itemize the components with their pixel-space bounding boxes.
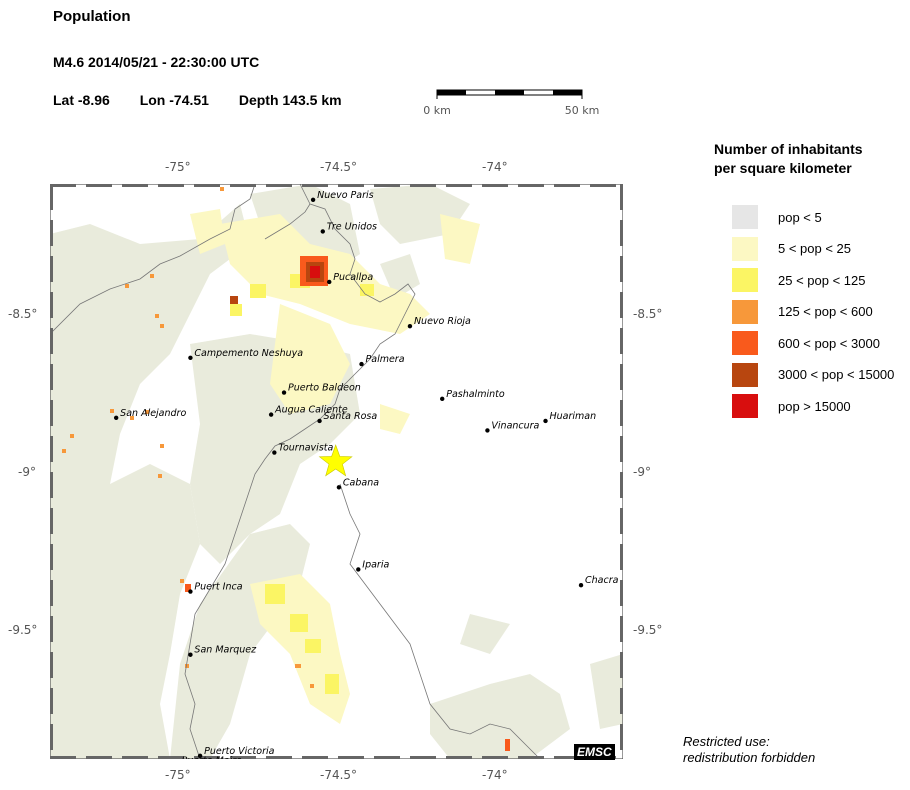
lat-tick-left: -8.5° (8, 307, 38, 321)
city-label: Pashalminto (446, 389, 505, 400)
map-title: Population (53, 8, 131, 25)
latitude-value: Lat -8.96 (53, 92, 110, 108)
ucayali-river (50, 184, 541, 759)
usage-notice-line2: redistribution forbidden (683, 750, 816, 765)
usage-notice-line1: Restricted use: (683, 734, 770, 749)
city-label: Campemento Neshuya (194, 348, 303, 359)
lon-tick-top: -75° (165, 160, 191, 174)
city-label: Nuevo Paris (317, 190, 374, 201)
lat-tick-right: -9° (633, 465, 651, 479)
city-marker[interactable] (268, 412, 274, 417)
lon-tick-top: -74.5° (320, 160, 358, 174)
city-marker[interactable] (578, 583, 584, 588)
city-label: Puerto Baldeon (288, 383, 361, 394)
legend-item: 3000 < pop < 15000 (732, 362, 895, 387)
legend-title-line2: per square kilometer (714, 160, 852, 176)
lon-tick-top: -74° (482, 160, 508, 174)
city-marker[interactable] (310, 197, 316, 202)
usage-notice: Restricted use: redistribution forbidden (683, 734, 815, 766)
legend-swatch (732, 299, 758, 324)
city-marker[interactable] (359, 361, 364, 367)
population-map[interactable]: Nuevo Paris Tre Unidos Pucallpa Nuevo Rioja… (50, 184, 623, 759)
city-marker[interactable] (440, 396, 445, 402)
city-marker[interactable] (197, 753, 203, 759)
city-marker[interactable] (188, 652, 193, 657)
city-label: Santa Rosa (324, 411, 378, 422)
epicenter-star-icon[interactable] (318, 444, 353, 477)
city-marker[interactable] (317, 418, 322, 424)
legend-title: Number of inhabitants per square kilomet… (714, 140, 904, 178)
lon-tick-bottom: -74° (482, 768, 508, 782)
lon-tick-bottom: -74.5° (320, 768, 358, 782)
city-marker[interactable] (543, 418, 548, 424)
city-label: Vinancura (491, 420, 539, 431)
city-marker[interactable] (272, 450, 277, 455)
city-marker[interactable] (327, 279, 332, 285)
legend-item: pop < 5 (732, 205, 822, 229)
city-label: Tre Unidos (327, 221, 377, 232)
city-marker[interactable] (188, 589, 193, 594)
city-marker[interactable] (320, 229, 325, 234)
cities-layer: Nuevo Paris Tre Unidos Pucallpa Nuevo Rioja… (113, 190, 619, 759)
emsc-logo: EMSC (574, 744, 615, 760)
high-density-spots (62, 187, 314, 688)
legend-label: 600 < pop < 3000 (778, 335, 880, 351)
legend-item: 125 < pop < 600 (732, 299, 873, 324)
legend-swatch (732, 268, 758, 292)
scale-end-label: 50 km (565, 104, 600, 117)
city-marker[interactable] (485, 428, 490, 433)
scale-start-label: 0 km (423, 104, 451, 117)
legend-item: 25 < pop < 125 (732, 268, 865, 292)
city-marker[interactable] (188, 355, 193, 360)
legend-swatch (732, 205, 758, 229)
city-label: Tournavista (278, 443, 333, 454)
city-label: Puerto Mairo (182, 755, 243, 759)
lat-tick-left: -9° (18, 465, 36, 479)
legend-item: pop > 15000 (732, 394, 851, 418)
city-label: Puert Inca (194, 582, 242, 593)
city-label: Chacra (585, 575, 619, 586)
city-label: Huariman (550, 411, 597, 422)
city-label: Pucallpa (333, 272, 373, 283)
legend-label: 3000 < pop < 15000 (778, 367, 895, 382)
city-marker[interactable] (407, 323, 413, 329)
legend-label: 5 < pop < 25 (778, 241, 852, 256)
city-label: San Marquez (194, 645, 257, 656)
legend-label: 25 < pop < 125 (778, 272, 866, 288)
city-marker[interactable] (356, 567, 361, 572)
event-info: M4.6 2014/05/21 - 22:30:00 UTC (53, 54, 260, 70)
legend-item: 5 < pop < 25 (732, 236, 852, 261)
lat-tick-right: -9.5° (633, 623, 663, 637)
scale-bar: 0 km 50 km (423, 89, 600, 117)
legend-swatch (732, 394, 758, 418)
legend-label: pop > 15000 (778, 398, 851, 414)
legend-title-line1: Number of inhabitants (714, 141, 863, 157)
legend-item: 600 < pop < 3000 (732, 331, 880, 355)
legend-swatch (732, 331, 758, 355)
city-label: Palmera (366, 354, 405, 365)
urban-cluster-pucallpa (185, 256, 510, 751)
city-marker[interactable] (281, 390, 287, 395)
city-marker[interactable] (113, 415, 119, 420)
epicenter-layer (318, 444, 353, 477)
legend-swatch (732, 236, 758, 261)
lat-tick-left: -9.5° (8, 623, 38, 637)
location-info: Lat -8.96 Lon -74.51 Depth 143.5 km (53, 92, 368, 108)
longitude-value: Lon -74.51 (139, 92, 209, 108)
legend-swatch (732, 362, 758, 387)
city-label: Iparia (362, 559, 389, 570)
city-label: Nuevo Rioja (414, 316, 471, 327)
legend-label: 125 < pop < 600 (778, 304, 873, 319)
city-label: Augua Caliente (274, 405, 348, 416)
legend-label: pop < 5 (778, 209, 822, 225)
city-marker[interactable] (336, 485, 342, 490)
city-label: San Alejandro (120, 408, 186, 419)
city-label: Puerto Victoria (204, 746, 275, 757)
depth-value: Depth 143.5 km (238, 92, 342, 108)
city-label: Cabana (343, 477, 379, 488)
lon-tick-bottom: -75° (165, 768, 191, 782)
lat-tick-right: -8.5° (633, 307, 663, 321)
